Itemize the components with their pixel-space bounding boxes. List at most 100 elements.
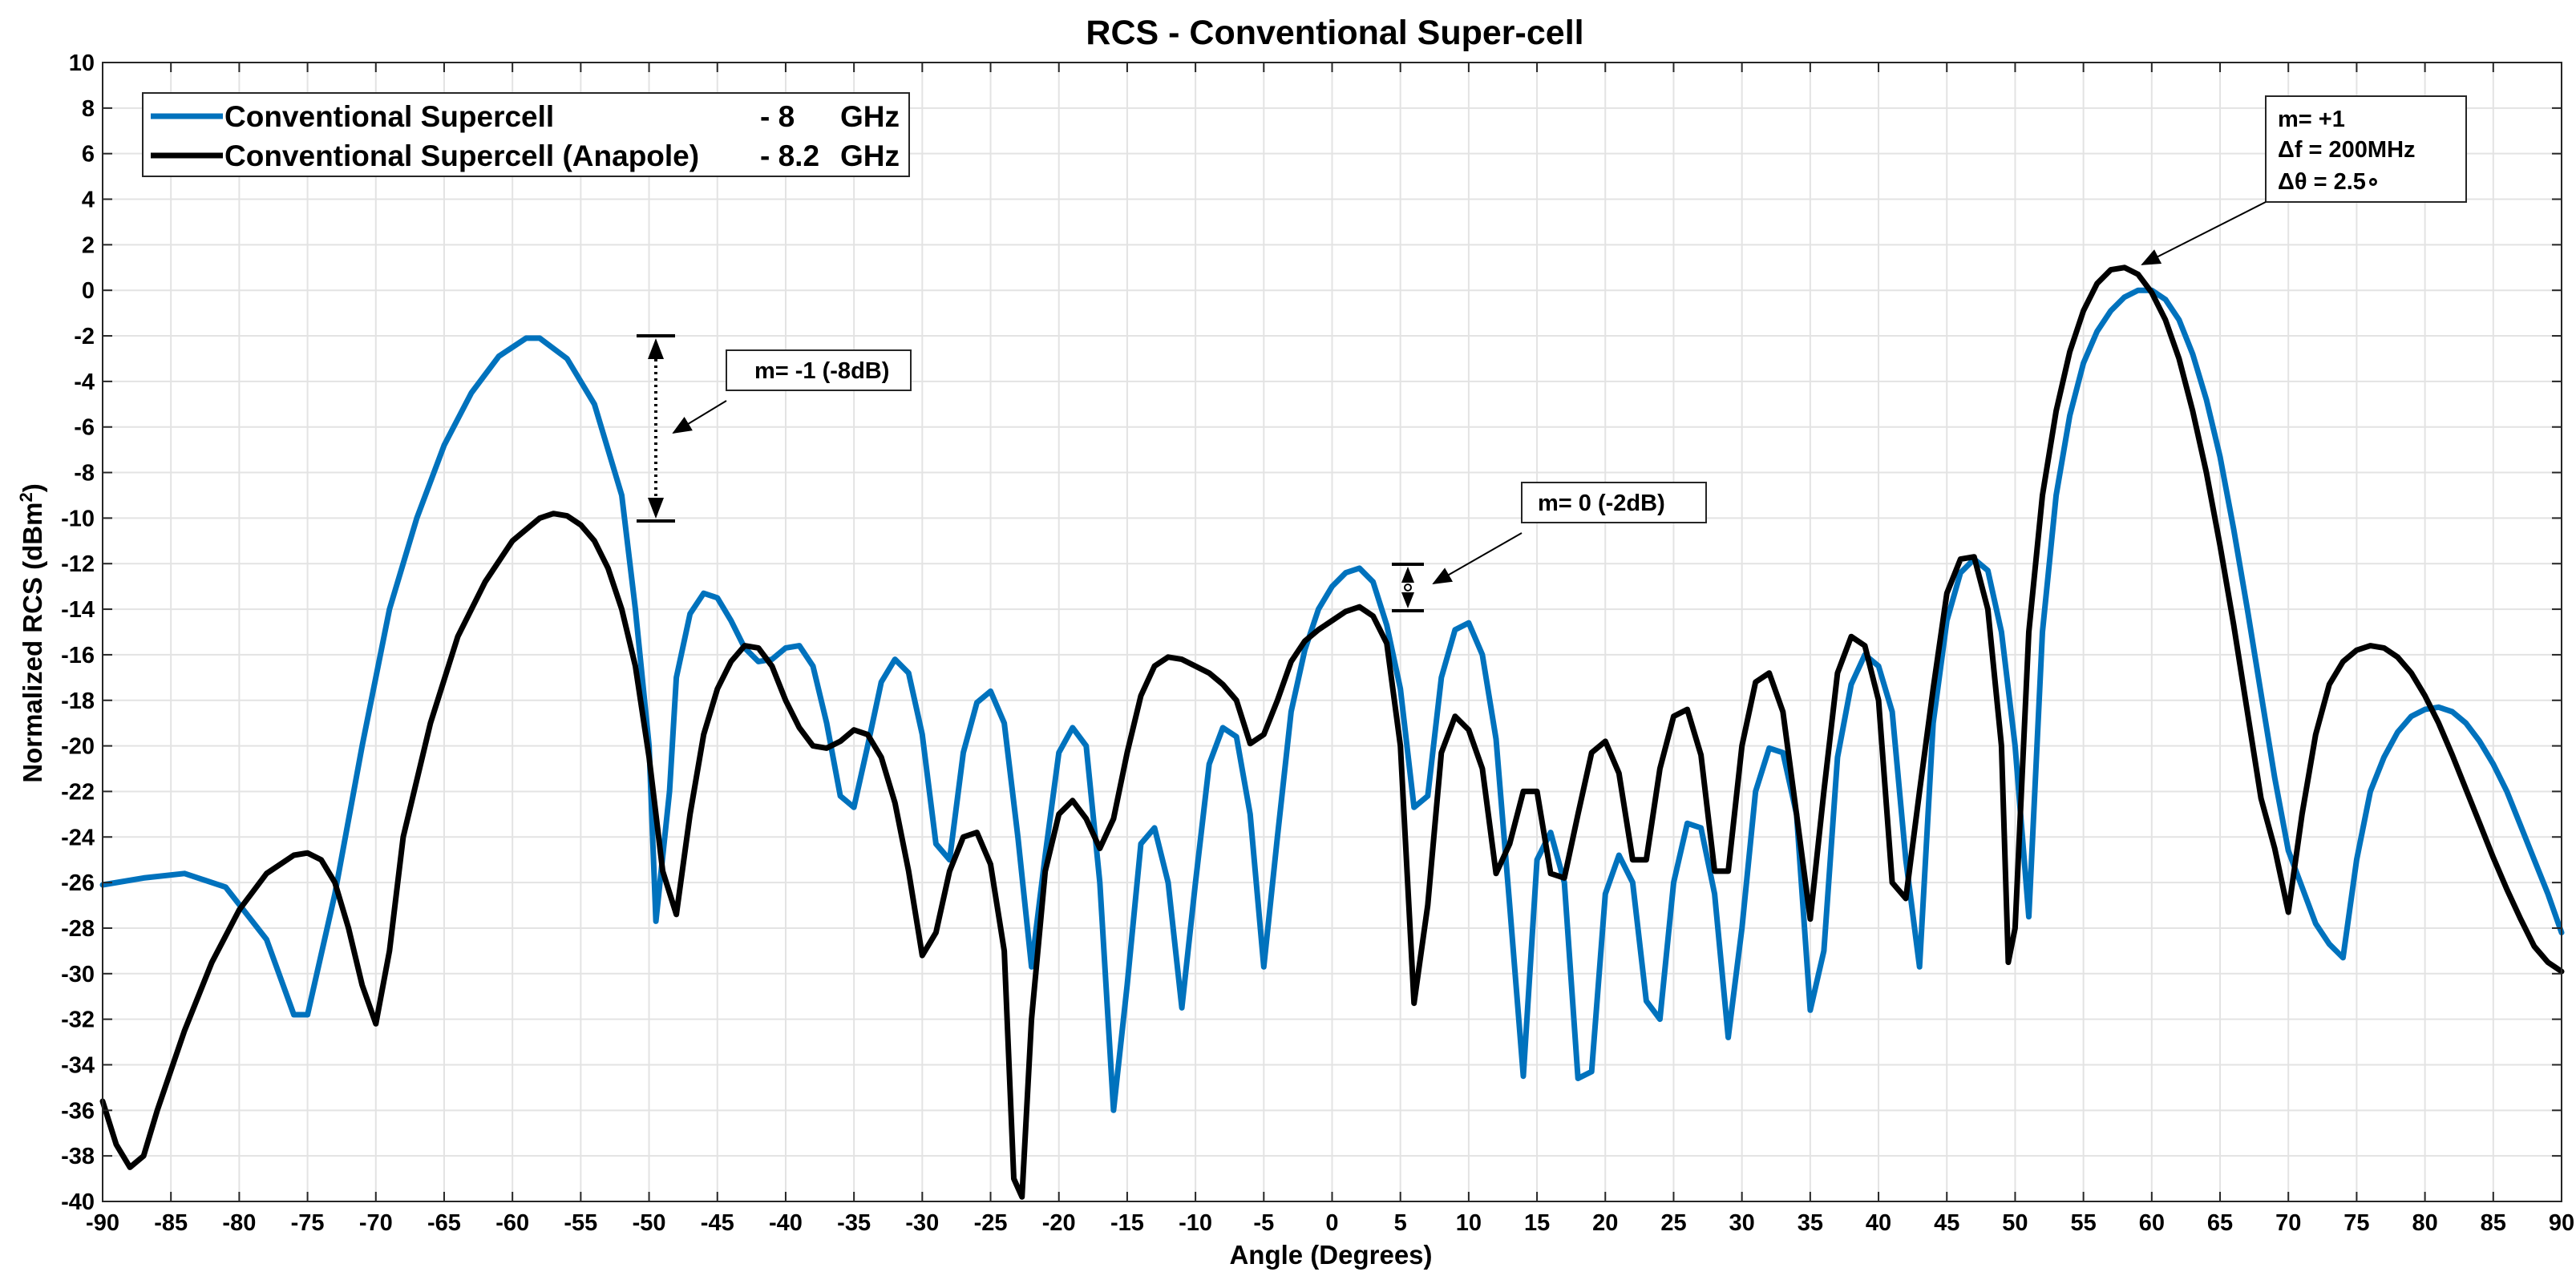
annotation-m-minus-1: m= -1 (-8dB) <box>637 334 912 523</box>
range-arrow-up-icon <box>1401 567 1414 583</box>
x-tick-label: 0 <box>1325 1210 1338 1236</box>
annotation-line-delta-theta: Δθ = 2.5∘ <box>2278 169 2380 195</box>
x-tick-label: 5 <box>1394 1210 1407 1236</box>
y-tick-label: 6 <box>82 142 95 168</box>
x-tick-label: 70 <box>2275 1210 2301 1236</box>
chart-title: RCS - Conventional Super-cell <box>1086 14 1583 52</box>
y-tick-label: -36 <box>61 1098 95 1124</box>
y-tick-label: -14 <box>61 597 95 623</box>
x-axis-label: Angle (Degrees) <box>1229 1240 1432 1270</box>
x-tick-label: 30 <box>1729 1210 1755 1236</box>
x-tick-label: -50 <box>633 1210 666 1236</box>
y-tick-label: 2 <box>82 232 95 258</box>
annotation-m-plus-1: m= +1 Δf = 200MHz Δθ = 2.5∘ <box>2141 95 2467 265</box>
range-center-dot <box>1404 583 1412 592</box>
annotation-line-delta-f: Δf = 200MHz <box>2278 137 2416 163</box>
range-arrow-down-icon <box>1401 592 1414 608</box>
y-axis-label-main: Normalized RCS (dBm <box>18 503 47 783</box>
y-tick-label: 0 <box>82 278 95 304</box>
x-tick-label: 60 <box>2139 1210 2165 1236</box>
annotation-arrow-m-0 <box>1432 532 1523 584</box>
series-line-conventional <box>99 287 2565 1113</box>
x-tick-label: 55 <box>2071 1210 2097 1236</box>
legend: Conventional Supercell - 8 GHz Conventio… <box>142 92 910 177</box>
annotation-text-m-minus-1: m= -1 (-8dB) <box>754 358 889 384</box>
y-tick-label: 8 <box>82 96 95 122</box>
x-tick-label: -20 <box>1042 1210 1076 1236</box>
x-tick-label: -55 <box>564 1210 597 1236</box>
y-tick-label: -40 <box>61 1189 95 1215</box>
x-tick-label: 75 <box>2343 1210 2369 1236</box>
y-axis-label-sup: 2 <box>16 492 36 502</box>
y-tick-label: -20 <box>61 734 95 760</box>
annotation-line-m: m= +1 <box>2278 107 2345 132</box>
y-tick-label: -12 <box>61 551 95 577</box>
y-tick-label: -10 <box>61 506 95 531</box>
x-tick-label: 40 <box>1866 1210 1891 1236</box>
annotation-box-m-plus-1 <box>2265 95 2467 203</box>
y-tick-label: 4 <box>82 188 95 213</box>
legend-label-anapole: Conventional Supercell (Anapole) <box>224 139 699 172</box>
y-tick-label: -38 <box>61 1144 95 1169</box>
x-tick-label: 65 <box>2207 1210 2233 1236</box>
x-tick-label: -75 <box>291 1210 325 1236</box>
x-tick-label: 25 <box>1660 1210 1686 1236</box>
x-tick-label: 10 <box>1456 1210 1482 1236</box>
annotation-box-m-minus-1 <box>726 349 912 391</box>
annotation-arrow-m-plus-1 <box>2141 201 2267 265</box>
x-tick-label: 80 <box>2412 1210 2437 1236</box>
annotation-box-m-0 <box>1521 482 1707 523</box>
y-tick-labels: 10 8 6 4 2 0 -2 -4 -6 -8 -10 -12 -14 -16 -18 -20 -22 -24 -… <box>61 50 95 1215</box>
x-tick-label: 50 <box>2002 1210 2028 1236</box>
y-tick-label: -22 <box>61 779 95 805</box>
x-tick-label: -65 <box>427 1210 461 1236</box>
x-tick-label: -5 <box>1253 1210 1274 1236</box>
y-tick-label: -26 <box>61 870 95 896</box>
x-tick-label: -30 <box>905 1210 939 1236</box>
x-tick-labels: -90 -85 -80 -75 -70 -65 -60 -55 -50 -45 -40 -35 -30-… <box>86 1210 2574 1236</box>
x-tick-label: 90 <box>2549 1210 2574 1236</box>
x-tick-label: -80 <box>222 1210 256 1236</box>
y-tick-label: -34 <box>61 1052 95 1078</box>
legend-freq-conventional: - 8 <box>760 100 795 133</box>
y-axis-label: Normalized RCS (dBm2) <box>16 483 48 782</box>
series-line-anapole <box>99 264 2565 1200</box>
x-tick-label: 85 <box>2481 1210 2506 1236</box>
x-tick-label: 35 <box>1798 1210 1823 1236</box>
x-tick-label: -60 <box>495 1210 529 1236</box>
x-tick-label: -15 <box>1110 1210 1144 1236</box>
legend-label-conventional: Conventional Supercell <box>224 100 554 133</box>
y-tick-label: -16 <box>61 643 95 668</box>
series-layer <box>99 264 2565 1200</box>
annotation-arrow-m-minus-1 <box>672 400 727 434</box>
annotation-text-m-0: m= 0 (-2dB) <box>1538 491 1665 516</box>
y-tick-label: -2 <box>74 324 95 349</box>
x-tick-label: -70 <box>359 1210 393 1236</box>
legend-freq-anapole: - 8.2 <box>760 139 819 172</box>
x-tick-label: 45 <box>1934 1210 1959 1236</box>
x-tick-label: -40 <box>769 1210 803 1236</box>
x-tick-label: 15 <box>1524 1210 1550 1236</box>
y-tick-label: -18 <box>61 688 95 714</box>
x-tick-label: -45 <box>701 1210 734 1236</box>
y-tick-label: -6 <box>74 415 95 441</box>
y-tick-label: -30 <box>61 962 95 987</box>
x-tick-label: -25 <box>974 1210 1008 1236</box>
y-tick-label: -4 <box>74 369 95 395</box>
y-tick-label: -28 <box>61 916 95 942</box>
y-tick-label: -32 <box>61 1007 95 1033</box>
y-tick-label: 10 <box>69 50 95 76</box>
legend-unit-anapole: GHz <box>840 139 900 172</box>
annotation-m-0: m= 0 (-2dB) <box>1392 482 1707 612</box>
legend-box <box>142 92 910 177</box>
x-tick-label: -85 <box>154 1210 188 1236</box>
x-tick-label: -35 <box>837 1210 871 1236</box>
y-tick-label: -8 <box>74 461 95 487</box>
x-tick-label: -10 <box>1179 1210 1212 1236</box>
x-tick-label: 20 <box>1592 1210 1618 1236</box>
y-axis-label-close: ) <box>18 483 47 492</box>
x-tick-label: -90 <box>86 1210 119 1236</box>
grid-lines <box>102 62 2562 1202</box>
range-arrow-up-icon <box>648 338 664 359</box>
